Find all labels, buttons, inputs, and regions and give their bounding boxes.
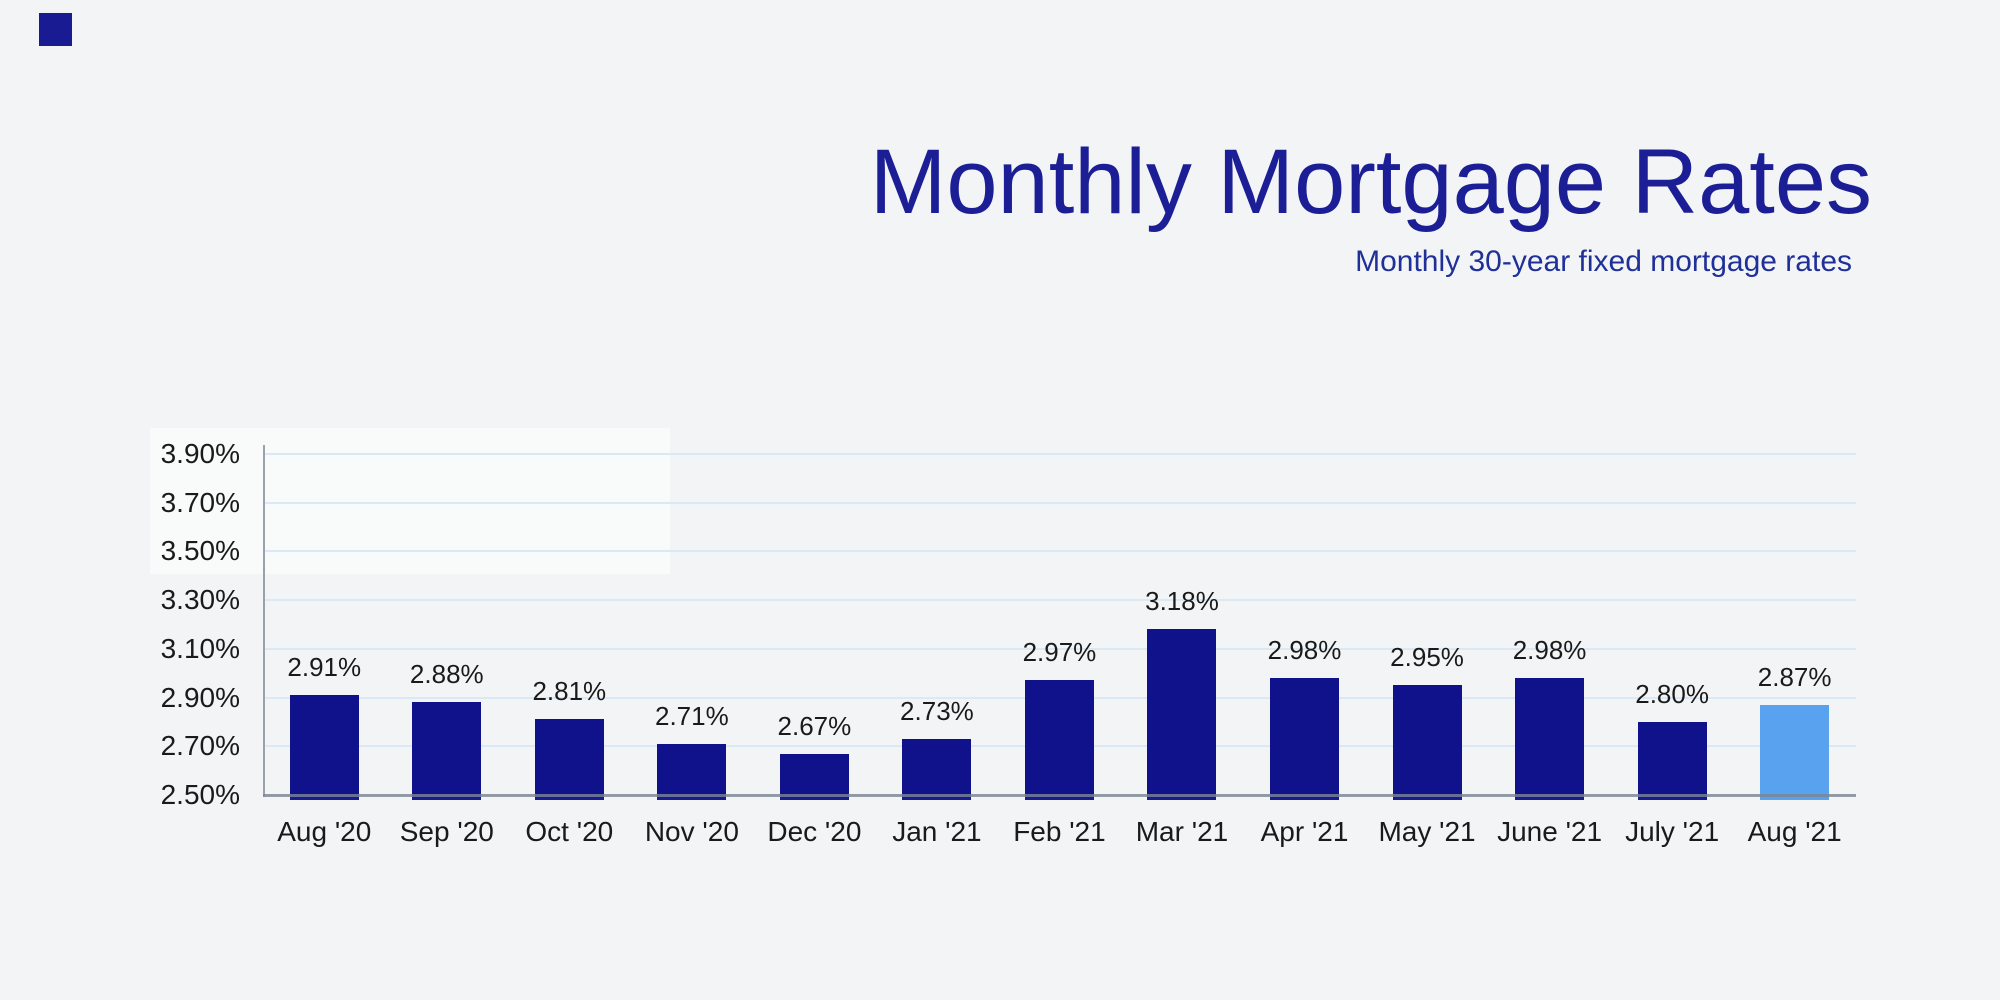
y-tick-label: 3.10% — [160, 632, 240, 664]
bar-value-label: 2.71% — [654, 700, 729, 731]
y-tick-label: 2.90% — [160, 681, 240, 713]
bar-value-label: 2.87% — [1757, 661, 1832, 692]
gridline — [263, 647, 1856, 650]
bar — [1515, 678, 1585, 800]
bar — [1024, 680, 1094, 800]
chart-background-panel — [150, 428, 670, 574]
bar — [1270, 678, 1340, 800]
y-tick-label: 3.70% — [160, 486, 240, 518]
y-axis-line — [263, 445, 265, 797]
bar — [657, 743, 727, 800]
bar — [1147, 629, 1217, 800]
bar-value-label: 2.97% — [1022, 637, 1097, 668]
y-tick-label: 3.50% — [160, 535, 240, 567]
bar-value-label: 2.98% — [1512, 635, 1587, 666]
bar-slot: 2.91% — [263, 445, 386, 800]
bar-value-label: 2.95% — [1390, 642, 1464, 673]
x-category-label: Nov '20 — [644, 816, 739, 847]
bar-slot: 2.81% — [508, 445, 631, 800]
x-category-label: May '21 — [1378, 816, 1476, 847]
bar-value-label: 2.88% — [409, 659, 484, 690]
bar-slot: 2.80% — [1611, 445, 1734, 800]
x-axis: Aug '20 Sep '20 Oct '20 Nov '20 Dec '20 Jan '… — [263, 812, 1856, 856]
y-tick-label: 3.30% — [160, 584, 240, 616]
y-axis: 2.50% 2.70% 2.90% 3.10% 3.30% 3.50% 3.70% 3.90% — [130, 438, 240, 809]
bar-value-label: 3.18% — [1145, 586, 1219, 617]
bar-slot: 2.87% — [1733, 445, 1856, 800]
bar-value-label: 2.81% — [532, 676, 607, 707]
bar — [534, 719, 604, 800]
x-category-label: Aug '21 — [1747, 816, 1842, 847]
x-category-label: June '21 — [1497, 816, 1603, 847]
x-category-label: Mar '21 — [1135, 816, 1229, 847]
brand-square — [39, 13, 72, 46]
bar-value-label: 2.98% — [1267, 635, 1342, 666]
bar-slot: 2.97% — [998, 445, 1121, 800]
bar-slot: 2.98% — [1488, 445, 1611, 800]
x-category-label: Sep '20 — [399, 816, 494, 847]
bar-slot: 2.88% — [386, 445, 509, 800]
x-axis-line — [263, 794, 1856, 797]
bar-value-label: 2.73% — [900, 695, 974, 726]
bar — [412, 702, 482, 800]
plot-area: 2.91% 2.88% 2.81% 2.71% 2.67% 2.73% 2.97% 3.18%… — [263, 445, 1856, 800]
x-category-label: Dec '20 — [767, 816, 862, 847]
bar — [1392, 685, 1462, 800]
x-category-label: July '21 — [1625, 816, 1720, 847]
x-category-label: Feb '21 — [1013, 816, 1106, 847]
gridline — [263, 550, 1856, 553]
bar — [1637, 721, 1707, 800]
bar — [902, 738, 972, 800]
bar-value-label: 2.80% — [1635, 678, 1709, 709]
x-category-label: Oct '20 — [525, 816, 614, 847]
bar-slot: 2.95% — [1366, 445, 1489, 800]
y-tick-label: 3.90% — [160, 437, 240, 469]
bar-value-label: 2.67% — [777, 710, 852, 741]
y-tick-label: 2.50% — [160, 779, 240, 810]
x-category-label: Aug '20 — [277, 816, 372, 847]
chart-title: Monthly Mortgage Rates — [869, 131, 1872, 233]
bar — [289, 695, 359, 800]
bar-highlighted — [1760, 704, 1830, 800]
y-tick-label: 2.70% — [160, 730, 240, 762]
bar-slot: 2.98% — [1243, 445, 1366, 800]
bar-slot: 2.71% — [631, 445, 754, 800]
gridline — [263, 599, 1856, 602]
bar-value-label: 2.91% — [287, 652, 362, 683]
x-category-label: Jan '21 — [892, 816, 982, 847]
bar — [779, 753, 849, 800]
bar-slot: 3.18% — [1121, 445, 1244, 800]
chart-subtitle: Monthly 30-year fixed mortgage rates — [1355, 245, 1852, 278]
bar-slot: 2.73% — [876, 445, 999, 800]
x-category-label: Apr '21 — [1260, 816, 1349, 847]
bars-row: 2.91% 2.88% 2.81% 2.71% 2.67% 2.73% 2.97% 3.18%… — [263, 445, 1856, 800]
gridline — [263, 501, 1856, 504]
bar-slot: 2.67% — [753, 445, 876, 800]
gridline — [263, 452, 1856, 455]
